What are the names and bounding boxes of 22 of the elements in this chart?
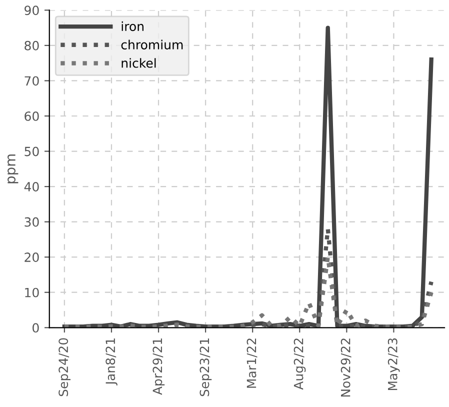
y-tick-label: 80: [24, 40, 39, 50]
legend-label: nickel: [122, 58, 156, 68]
x-tick-label: Sep23/21: [200, 338, 212, 396]
y-tick-label: 50: [24, 146, 39, 156]
y-tick-label: 20: [24, 252, 39, 262]
y-tick-label: 90: [24, 6, 39, 16]
legend-label: iron: [122, 21, 144, 32]
y-axis-title: ppm: [8, 154, 18, 184]
x-tick-label: Nov29/22: [340, 338, 352, 397]
y-tick-label: 70: [24, 76, 39, 86]
y-tick-label: 40: [24, 182, 39, 192]
y-tick-label: 60: [24, 111, 39, 121]
y-tick-label: 0: [32, 323, 39, 333]
x-tick-label: Sep24/20: [58, 338, 70, 396]
x-tick-label: Jan8/21: [106, 338, 118, 386]
x-tick-label: Apr29/21: [152, 338, 165, 395]
y-tick-label: 10: [25, 288, 39, 298]
x-tick-label: Mar1/22: [246, 338, 258, 388]
y-tick-label: 30: [24, 217, 39, 227]
x-tick-label: May2/23: [388, 338, 400, 390]
x-tick-label: Aug2/22: [294, 338, 306, 390]
legend-label: chromium: [121, 40, 183, 50]
